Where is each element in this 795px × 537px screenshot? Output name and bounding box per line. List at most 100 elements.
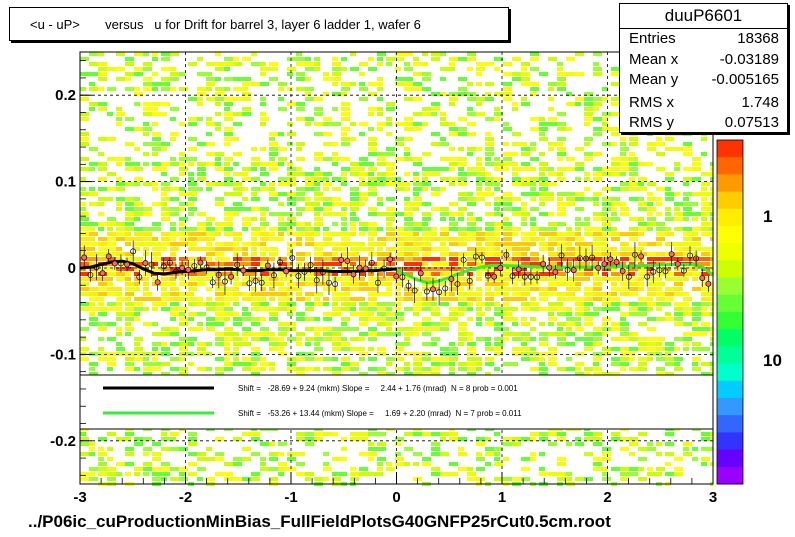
heatmap-cell: [287, 307, 296, 311]
heatmap-cell: [224, 317, 230, 321]
heatmap-cell: [395, 267, 404, 271]
heatmap-cell: [170, 242, 179, 246]
heatmap-cell: [242, 277, 251, 281]
heatmap-cell: [683, 347, 689, 351]
heatmap-cell: [170, 107, 179, 111]
heatmap-cell: [305, 292, 314, 296]
heatmap-cell: [674, 472, 683, 476]
heatmap-cell: [458, 362, 467, 366]
heatmap-cell: [314, 167, 320, 171]
heatmap-cell: [296, 462, 305, 466]
heatmap-cell: [323, 267, 332, 271]
heatmap-cell: [260, 167, 266, 171]
heatmap-cell: [125, 297, 131, 301]
heatmap-cell: [233, 112, 242, 116]
heatmap-cell: [413, 372, 422, 376]
heatmap-cell: [593, 437, 602, 441]
heatmap-cell: [530, 307, 539, 311]
profile-marker: [81, 254, 88, 261]
heatmap-cell: [278, 452, 284, 456]
heatmap-cell: [341, 92, 347, 96]
heatmap-cell: [656, 292, 665, 296]
heatmap-cell: [458, 242, 467, 246]
heatmap-cell: [170, 187, 179, 191]
heatmap-cell: [413, 127, 422, 131]
heatmap-cell: [233, 287, 239, 291]
heatmap-cell: [260, 367, 266, 371]
heatmap-cell: [413, 222, 422, 226]
heatmap-cell: [692, 327, 701, 331]
heatmap-cell: [251, 267, 257, 271]
profile-marker: [638, 253, 644, 260]
heatmap-cell: [134, 337, 143, 341]
heatmap-cell: [431, 277, 437, 281]
heatmap-cell: [467, 52, 476, 56]
heatmap-cell: [440, 142, 449, 146]
heatmap-cell: [296, 52, 302, 56]
x-tick-label: 1: [498, 489, 506, 506]
heatmap-cell: [278, 222, 287, 226]
heatmap-cell: [431, 362, 440, 366]
heatmap-cell: [233, 207, 242, 211]
heatmap-cell: [260, 67, 269, 71]
heatmap-cell: [107, 362, 116, 366]
heatmap-cell: [467, 467, 473, 471]
heatmap-cell: [620, 207, 629, 211]
heatmap-cell: [629, 272, 635, 276]
heatmap-cell: [332, 432, 338, 436]
heatmap-cell: [620, 142, 626, 146]
heatmap-cell: [125, 287, 134, 291]
heatmap-cell: [530, 432, 539, 436]
heatmap-cell: [422, 112, 431, 116]
heatmap-cell: [548, 277, 557, 281]
heatmap-cell: [80, 177, 86, 181]
heatmap-cell: [449, 177, 458, 181]
heatmap-cell: [278, 232, 284, 236]
heatmap-cell: [161, 232, 170, 236]
heatmap-cell: [692, 362, 698, 366]
profile-marker: [662, 268, 669, 275]
heatmap-cell: [701, 432, 710, 436]
heatmap-cell: [710, 197, 713, 201]
heatmap-cell: [332, 187, 341, 191]
heatmap-cell: [611, 187, 620, 191]
heatmap-cell: [404, 152, 410, 156]
heatmap-cell: [575, 162, 584, 166]
heatmap-cell: [242, 227, 248, 231]
heatmap-cell: [620, 242, 629, 246]
heatmap-cell: [359, 167, 365, 171]
heatmap-cell: [539, 132, 545, 136]
heatmap-cell: [197, 312, 206, 316]
profile-marker: [595, 264, 602, 271]
heatmap-cell: [215, 262, 224, 266]
heatmap-cell: [584, 347, 593, 351]
heatmap-cell: [242, 357, 251, 361]
heatmap-cell: [485, 132, 491, 136]
heatmap-cell: [503, 192, 512, 196]
heatmap-cell: [638, 217, 644, 221]
heatmap-cell: [503, 237, 512, 241]
heatmap-cell: [638, 267, 647, 271]
heatmap-cell: [197, 222, 206, 226]
heatmap-cell: [116, 327, 122, 331]
heatmap-cell: [260, 112, 266, 116]
heatmap-cell: [368, 107, 377, 111]
heatmap-cell: [458, 307, 467, 311]
heatmap-cell: [143, 372, 152, 376]
heatmap-cell: [494, 157, 500, 161]
heatmap-cell: [80, 207, 86, 211]
heatmap-cell: [368, 452, 377, 456]
heatmap-cell: [179, 477, 188, 481]
heatmap-cell: [197, 452, 206, 456]
heatmap-cell: [188, 117, 197, 121]
profile-marker: [326, 279, 332, 286]
heatmap-cell: [602, 237, 608, 241]
profile-marker: [117, 260, 124, 267]
heatmap-cell: [683, 212, 692, 216]
heatmap-cell: [422, 317, 431, 321]
stats-label: Entries: [629, 30, 676, 47]
heatmap-cell: [224, 477, 233, 481]
heatmap-cell: [395, 52, 404, 56]
heatmap-cell: [143, 467, 152, 471]
heatmap-cell: [350, 212, 356, 216]
